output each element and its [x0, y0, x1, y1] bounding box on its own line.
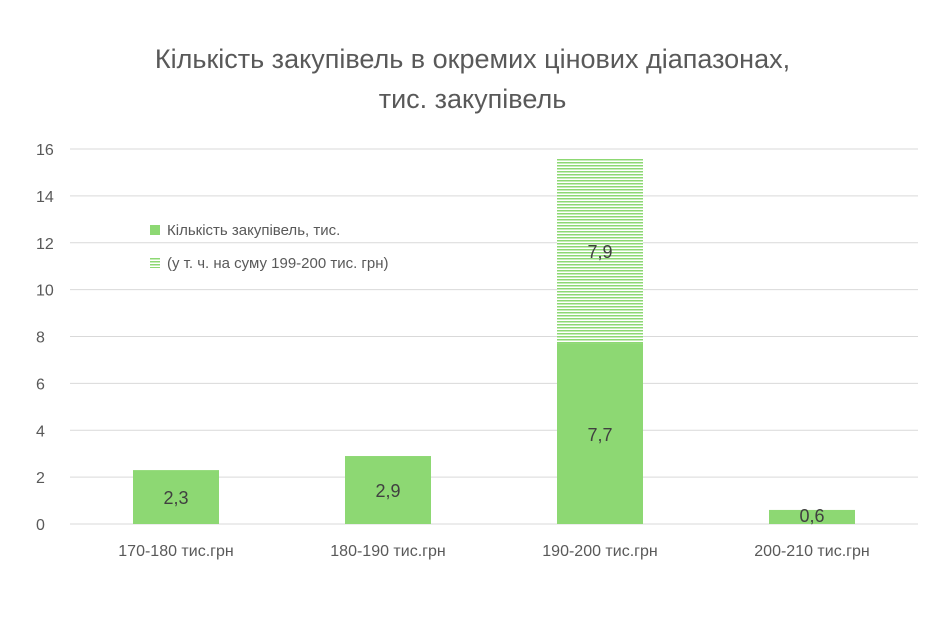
y-tick-label: 16 [36, 142, 54, 159]
data-label: 2,9 [375, 481, 400, 501]
legend-swatch [150, 225, 160, 235]
y-tick-label: 0 [36, 517, 45, 534]
x-tick-label: 200-210 тис.грн [754, 543, 869, 560]
bar-series1-2 [345, 456, 431, 524]
bar-series1-4 [769, 509, 855, 524]
bar-series1-3 [557, 343, 643, 524]
legend-label: (у т. ч. на суму 199-200 тис. грн) [167, 255, 389, 272]
y-tick-label: 4 [36, 423, 45, 440]
data-label: 7,9 [587, 242, 612, 262]
x-tick-label: 190-200 тис.грн [542, 543, 657, 560]
bar-series2-3 [557, 158, 643, 344]
data-label: 0,6 [799, 506, 824, 526]
y-tick-label: 8 [36, 330, 45, 347]
y-tick-label: 14 [36, 189, 54, 206]
y-tick-label: 2 [36, 470, 45, 487]
data-label: 2,3 [163, 488, 188, 508]
chart-title-line-1: Кількість закупівель в окремих цінових д… [154, 44, 791, 74]
legend-swatch [150, 258, 160, 268]
chart-title-line-2: тис. закупівель [378, 84, 567, 114]
bar-series1-1 [133, 470, 219, 524]
y-tick-label: 12 [36, 236, 54, 253]
x-tick-label: 170-180 тис.грн [118, 543, 233, 560]
y-tick-label: 6 [36, 376, 45, 393]
data-label: 7,7 [587, 425, 612, 445]
legend-label: Кількість закупівель, тис. [167, 222, 340, 239]
y-tick-label: 10 [36, 283, 54, 300]
x-tick-label: 180-190 тис.грн [330, 543, 445, 560]
